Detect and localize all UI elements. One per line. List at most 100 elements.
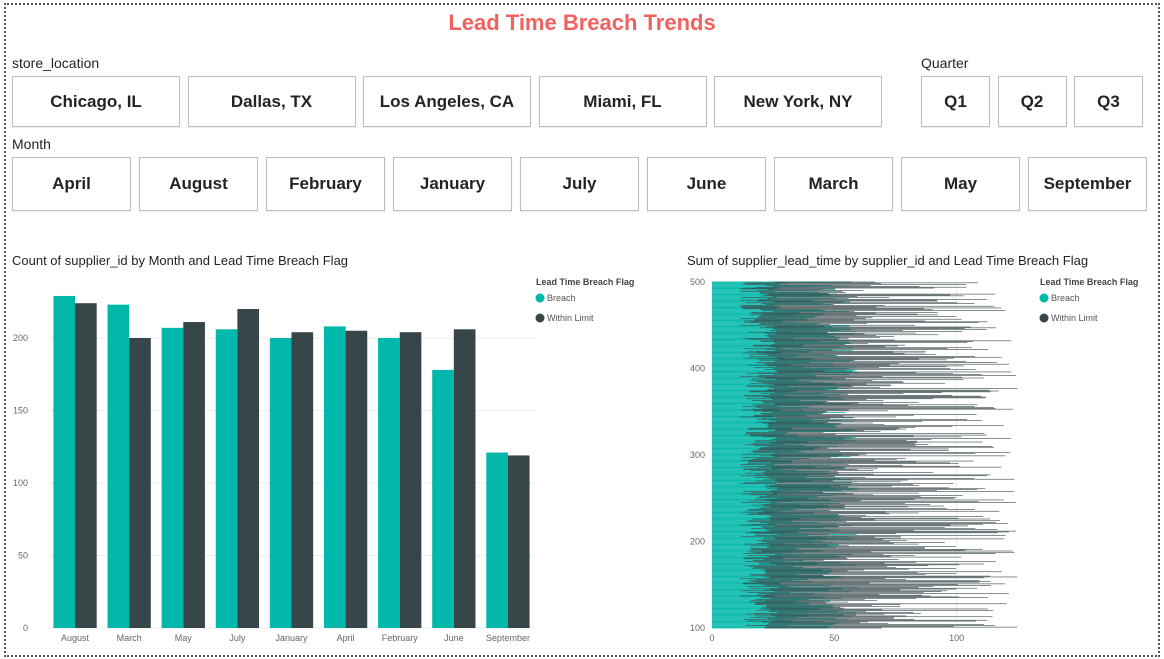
- hbar-within-limit[interactable]: [759, 292, 829, 294]
- hbar-within-limit[interactable]: [770, 330, 903, 331]
- hbar-within-limit[interactable]: [769, 529, 914, 531]
- bar-breach-september[interactable]: [486, 452, 508, 628]
- hbar-within-limit[interactable]: [760, 315, 857, 317]
- hbar-within-limit[interactable]: [743, 619, 915, 620]
- hbar-within-limit[interactable]: [765, 377, 985, 379]
- hbar-within-limit[interactable]: [772, 492, 919, 494]
- hbar-within-limit[interactable]: [772, 467, 843, 469]
- hbar-within-limit[interactable]: [760, 597, 989, 599]
- hbar-within-limit[interactable]: [770, 506, 908, 508]
- hbar-within-limit[interactable]: [774, 438, 1011, 439]
- hbar-within-limit[interactable]: [766, 542, 945, 543]
- hbar-within-limit[interactable]: [774, 430, 865, 432]
- hbar-within-limit[interactable]: [752, 560, 824, 561]
- hbar-within-limit[interactable]: [771, 296, 858, 298]
- hbar-within-limit[interactable]: [770, 337, 880, 338]
- hbar-within-limit[interactable]: [756, 540, 907, 541]
- month-button-april[interactable]: April: [12, 157, 131, 211]
- hbar-within-limit[interactable]: [767, 427, 916, 428]
- month-button-february[interactable]: February: [266, 157, 385, 211]
- legend-label-breach[interactable]: Breach: [547, 293, 576, 303]
- hbar-within-limit[interactable]: [748, 500, 861, 502]
- bar-breach-july[interactable]: [215, 329, 238, 628]
- hbar-within-limit[interactable]: [739, 375, 883, 377]
- hbar-within-limit[interactable]: [764, 471, 838, 472]
- hbar-within-limit[interactable]: [758, 449, 911, 451]
- hbar-within-limit[interactable]: [762, 606, 841, 608]
- hbar-within-limit[interactable]: [749, 545, 849, 547]
- hbar-within-limit[interactable]: [763, 363, 900, 364]
- hbar-within-limit[interactable]: [746, 398, 934, 400]
- hbar-within-limit[interactable]: [741, 511, 886, 513]
- hbar-within-limit[interactable]: [745, 613, 885, 615]
- hbar-within-limit[interactable]: [760, 340, 1012, 342]
- hbar-within-limit[interactable]: [740, 483, 954, 484]
- hbar-within-limit[interactable]: [764, 573, 957, 574]
- hbar-within-limit[interactable]: [744, 543, 919, 545]
- hbar-within-limit[interactable]: [751, 443, 915, 445]
- hbar-within-limit[interactable]: [756, 381, 903, 382]
- hbar-within-limit[interactable]: [748, 551, 871, 553]
- hbar-within-limit[interactable]: [776, 420, 923, 422]
- hbar-within-limit[interactable]: [765, 465, 903, 466]
- hbar-within-limit[interactable]: [770, 485, 892, 487]
- hbar-within-limit[interactable]: [746, 283, 882, 285]
- hbar-within-limit[interactable]: [739, 324, 915, 326]
- hbar-within-limit[interactable]: [762, 313, 918, 315]
- hbar-within-limit[interactable]: [755, 474, 991, 476]
- hbar-within-limit[interactable]: [764, 335, 877, 336]
- hbar-within-limit[interactable]: [753, 410, 889, 412]
- legend-label-breach[interactable]: Breach: [1051, 293, 1080, 303]
- hbar-within-limit[interactable]: [765, 486, 849, 488]
- hbar-within-limit[interactable]: [741, 536, 902, 537]
- hbar-within-limit[interactable]: [745, 472, 839, 474]
- hbar-within-limit[interactable]: [774, 384, 892, 386]
- hbar-within-limit[interactable]: [775, 350, 833, 351]
- hbar-within-limit[interactable]: [744, 434, 987, 436]
- hbar-within-limit[interactable]: [755, 407, 994, 408]
- hbar-within-limit[interactable]: [754, 612, 921, 614]
- hbar-within-limit[interactable]: [777, 371, 1012, 373]
- hbar-within-limit[interactable]: [762, 436, 962, 438]
- hbar-within-limit[interactable]: [769, 517, 959, 519]
- hbar-within-limit[interactable]: [762, 539, 884, 541]
- hbar-within-limit[interactable]: [770, 598, 916, 599]
- hbar-within-limit[interactable]: [765, 529, 998, 530]
- bar-within-limit-february[interactable]: [399, 332, 422, 628]
- hbar-within-limit[interactable]: [765, 294, 951, 296]
- hbar-within-limit[interactable]: [746, 586, 934, 587]
- hbar-within-limit[interactable]: [750, 531, 1009, 533]
- hbar-within-limit[interactable]: [743, 282, 979, 284]
- hbar-within-limit[interactable]: [774, 525, 968, 527]
- hbar-within-limit[interactable]: [751, 548, 983, 550]
- hbar-within-limit[interactable]: [746, 373, 953, 374]
- hbar-within-limit[interactable]: [764, 571, 1002, 573]
- hbar-within-limit[interactable]: [765, 570, 848, 572]
- month-button-june[interactable]: June: [647, 157, 766, 211]
- hbar-within-limit[interactable]: [763, 626, 1017, 628]
- hbar-within-limit[interactable]: [758, 324, 830, 325]
- hbar-within-limit[interactable]: [774, 456, 839, 458]
- hbar-within-limit[interactable]: [763, 401, 919, 403]
- hbar-within-limit[interactable]: [751, 568, 957, 569]
- hbar-within-limit[interactable]: [745, 386, 853, 387]
- hbar-within-limit[interactable]: [764, 505, 945, 507]
- hbar-within-limit[interactable]: [763, 596, 959, 598]
- hbar-within-limit[interactable]: [753, 367, 880, 368]
- hbar-within-limit[interactable]: [751, 580, 991, 582]
- hbar-within-limit[interactable]: [759, 455, 1006, 457]
- bar-breach-may[interactable]: [161, 327, 184, 628]
- hbar-within-limit[interactable]: [762, 575, 991, 577]
- hbar-within-limit[interactable]: [744, 482, 853, 483]
- hbar-within-limit[interactable]: [764, 627, 882, 629]
- hbar-within-limit[interactable]: [761, 446, 995, 448]
- hbar-within-limit[interactable]: [773, 536, 875, 538]
- hbar-within-limit[interactable]: [768, 611, 867, 612]
- hbar-within-limit[interactable]: [766, 605, 872, 606]
- hbar-within-limit[interactable]: [774, 281, 876, 283]
- hbar-within-limit[interactable]: [758, 317, 873, 318]
- hbar-within-limit[interactable]: [747, 461, 917, 463]
- hbar-within-limit[interactable]: [766, 555, 892, 557]
- hbar-within-limit[interactable]: [756, 581, 980, 583]
- hbar-within-limit[interactable]: [740, 318, 866, 319]
